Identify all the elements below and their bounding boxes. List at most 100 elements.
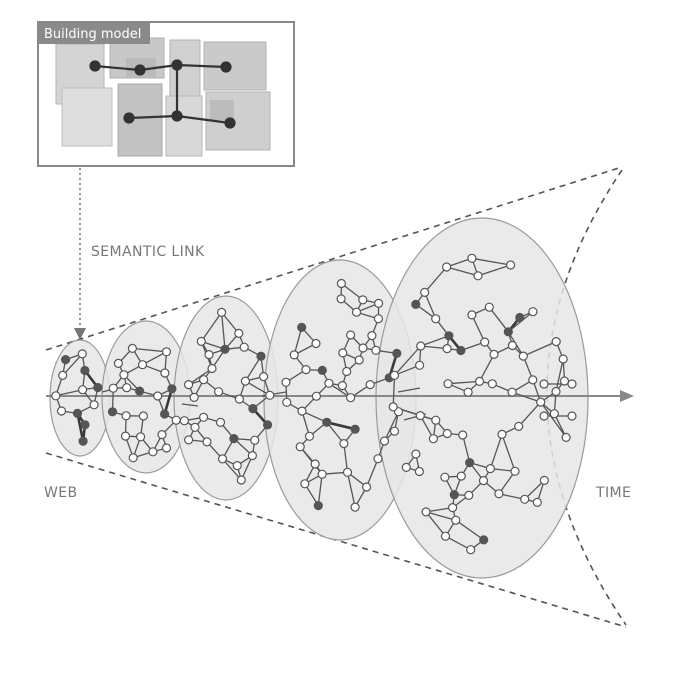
network-edge <box>523 341 557 357</box>
network-node <box>120 431 131 441</box>
network-node <box>484 302 494 312</box>
network-edge <box>394 345 422 376</box>
network-node <box>136 432 146 442</box>
network-node <box>342 467 353 477</box>
network-edge <box>76 413 85 442</box>
network-edge <box>244 355 262 382</box>
network-node <box>346 393 356 403</box>
network-node <box>415 360 425 370</box>
building-model-inset: Building model <box>37 21 295 167</box>
network-node <box>58 370 68 380</box>
network-node <box>199 412 209 422</box>
building-node <box>171 59 183 71</box>
network-edge <box>220 312 226 350</box>
network-node <box>389 370 400 380</box>
network-node <box>478 476 489 486</box>
network-node <box>137 360 148 370</box>
network-edge <box>471 314 486 343</box>
network-node <box>239 342 249 352</box>
network-node <box>489 349 499 359</box>
network-node <box>365 380 375 390</box>
network-node <box>467 253 477 263</box>
network-node <box>559 376 570 386</box>
network-node <box>297 406 307 416</box>
building-node <box>224 117 236 129</box>
network-edge <box>245 380 271 396</box>
network-node <box>161 347 172 357</box>
network-node-highlighted <box>78 436 88 446</box>
network-node <box>474 376 485 386</box>
network-node <box>466 545 476 555</box>
network-node <box>234 328 244 338</box>
network-node-highlighted <box>80 420 90 430</box>
network-node <box>456 471 466 481</box>
network-node <box>389 426 400 436</box>
network-edge <box>392 375 396 407</box>
network-node <box>204 350 214 360</box>
network-edge <box>511 391 541 403</box>
network-node <box>539 475 549 485</box>
inset-title-bg <box>38 22 150 44</box>
network-edge <box>420 335 450 347</box>
network-node <box>507 340 518 351</box>
network-node <box>336 278 346 289</box>
building-node <box>134 64 146 76</box>
bridge-edge <box>181 403 199 407</box>
inset-title: Building model <box>44 27 141 42</box>
network-edge <box>200 312 223 342</box>
building-node <box>89 60 101 72</box>
network-node <box>428 434 438 444</box>
network-node <box>311 338 321 349</box>
network-node <box>89 400 99 410</box>
network-node-highlighted <box>411 299 421 309</box>
graph-cluster <box>375 217 589 579</box>
web-label: WEB <box>44 485 78 501</box>
network-edge <box>424 292 437 320</box>
network-edge <box>447 380 480 385</box>
network-node <box>388 402 398 412</box>
network-node <box>421 507 431 517</box>
network-edge <box>498 470 516 495</box>
network-node-highlighted <box>160 409 170 419</box>
network-node-highlighted <box>456 345 466 356</box>
network-node <box>301 365 311 375</box>
network-edge <box>471 257 511 266</box>
network-node-highlighted <box>248 404 258 414</box>
network-edge <box>455 519 485 541</box>
network-edge <box>462 434 471 463</box>
network-node-highlighted <box>317 365 327 375</box>
network-node-highlighted <box>263 420 273 430</box>
network-node <box>448 503 458 513</box>
network-node <box>77 349 87 359</box>
network-node <box>494 489 504 499</box>
network-node <box>480 337 490 347</box>
network-node <box>415 411 425 421</box>
network-node <box>350 502 360 512</box>
network-node <box>113 358 124 368</box>
building-node <box>220 61 232 73</box>
network-node <box>232 461 242 471</box>
network-node <box>311 391 321 401</box>
network-edge <box>478 354 495 382</box>
network-node <box>358 343 368 353</box>
network-node <box>497 429 507 439</box>
network-node <box>528 375 538 385</box>
network-node <box>371 345 381 355</box>
network-node <box>265 390 275 400</box>
network-node <box>310 459 320 469</box>
network-node <box>567 411 577 421</box>
network-node <box>190 422 200 432</box>
network-node <box>518 351 528 361</box>
network-node-highlighted <box>350 424 360 434</box>
network-node <box>539 411 549 421</box>
network-node <box>443 379 453 389</box>
network-node <box>416 341 426 351</box>
network-node-highlighted <box>322 417 332 427</box>
network-edge <box>343 443 349 473</box>
building-graph <box>89 59 236 129</box>
network-edge <box>383 411 400 442</box>
time-label: TIME <box>595 485 631 501</box>
network-node <box>108 383 118 393</box>
network-edge <box>425 511 447 537</box>
